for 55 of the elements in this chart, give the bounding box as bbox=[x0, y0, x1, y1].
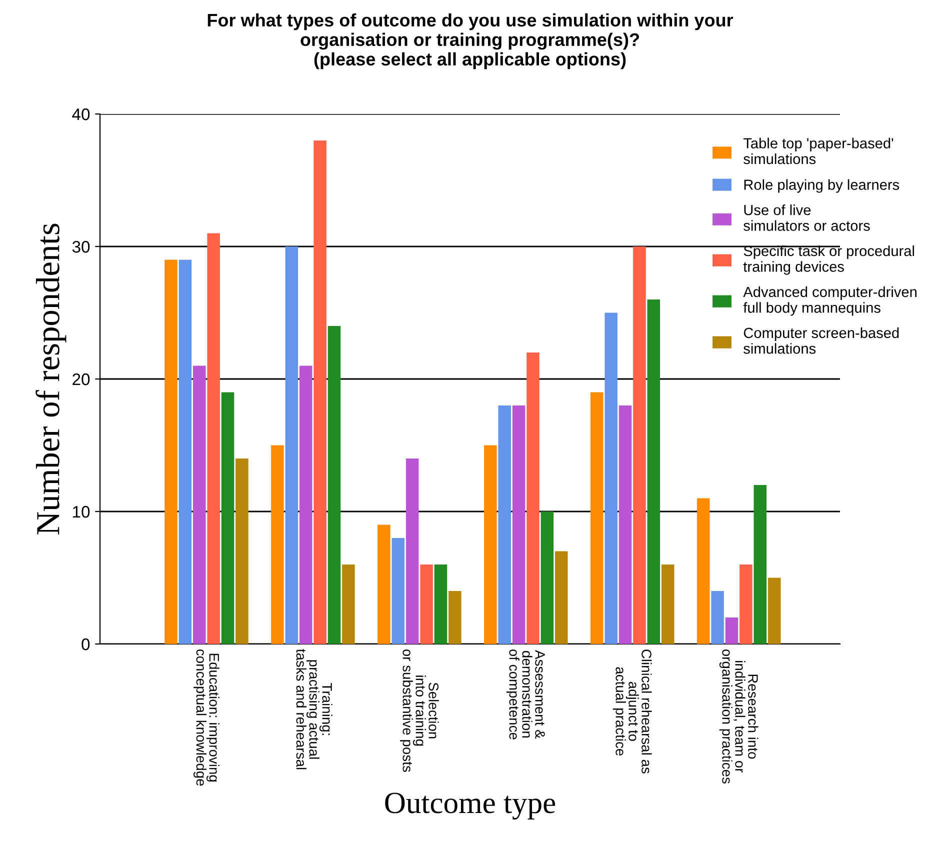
bar bbox=[740, 564, 752, 644]
x-tick-label: Training: practising actual tasks and rehearsal bbox=[296, 649, 332, 770]
y-tick-label: 0 bbox=[82, 638, 90, 650]
bar bbox=[647, 300, 660, 644]
x-tick-label: Clinical rehearsal as adjunct to actual practice bbox=[612, 650, 652, 774]
x-tick-label: Education: improving conceptual knowledge bbox=[194, 649, 220, 786]
bar bbox=[526, 352, 540, 644]
bar bbox=[314, 140, 326, 644]
bar bbox=[271, 445, 284, 644]
bar bbox=[192, 366, 206, 644]
bar bbox=[328, 326, 341, 644]
legend-label: Advanced computer-driven full body mannequins bbox=[743, 286, 916, 316]
bar bbox=[420, 564, 433, 644]
bar bbox=[754, 485, 767, 644]
legend-label: Computer screen-based simulations bbox=[744, 327, 899, 354]
bar bbox=[661, 564, 674, 644]
bar bbox=[392, 538, 405, 644]
bar bbox=[221, 392, 234, 644]
bar bbox=[604, 312, 618, 644]
chart-title: For what types of outcome do you use simulation within your organisation or training programme(s)? (please select all applicable options) bbox=[208, 13, 734, 70]
bar bbox=[164, 260, 178, 644]
bar bbox=[590, 392, 604, 644]
bar bbox=[512, 406, 526, 644]
bar bbox=[434, 564, 448, 644]
bar bbox=[555, 551, 568, 644]
bar bbox=[178, 260, 192, 644]
bar bbox=[498, 406, 511, 644]
bar bbox=[711, 591, 724, 644]
bar bbox=[540, 512, 554, 644]
bar bbox=[618, 406, 632, 644]
x-tick-label: Research into individual, team or organisation practices bbox=[719, 649, 758, 784]
y-tick-label: 10 bbox=[73, 506, 90, 518]
bar bbox=[285, 246, 298, 644]
y-tick-label: 20 bbox=[72, 373, 90, 386]
bar bbox=[342, 564, 355, 644]
y-tick-label: 40 bbox=[72, 108, 90, 120]
bar bbox=[768, 578, 781, 644]
bar bbox=[406, 458, 419, 644]
bar bbox=[633, 246, 646, 644]
bar bbox=[236, 458, 248, 644]
y-tick-label: 30 bbox=[72, 240, 90, 253]
legend-label: Use of live simulators or actors bbox=[744, 204, 870, 231]
legend-label: Table top 'paper-based' simulations bbox=[743, 138, 894, 164]
bar bbox=[484, 445, 497, 644]
bar bbox=[378, 524, 390, 644]
bar bbox=[299, 366, 312, 644]
bar bbox=[725, 618, 738, 644]
bar bbox=[207, 233, 220, 644]
x-tick-label: Assessment & demonstration of competence bbox=[506, 649, 545, 740]
x-tick-label: Selection into training or substantive posts bbox=[400, 649, 439, 772]
bar bbox=[696, 498, 710, 644]
legend-label: Role playing by learners bbox=[744, 179, 900, 193]
bar bbox=[448, 591, 462, 644]
x-axis-title: Outcome type bbox=[385, 792, 556, 820]
y-axis-title: Number of respondents bbox=[36, 224, 66, 534]
